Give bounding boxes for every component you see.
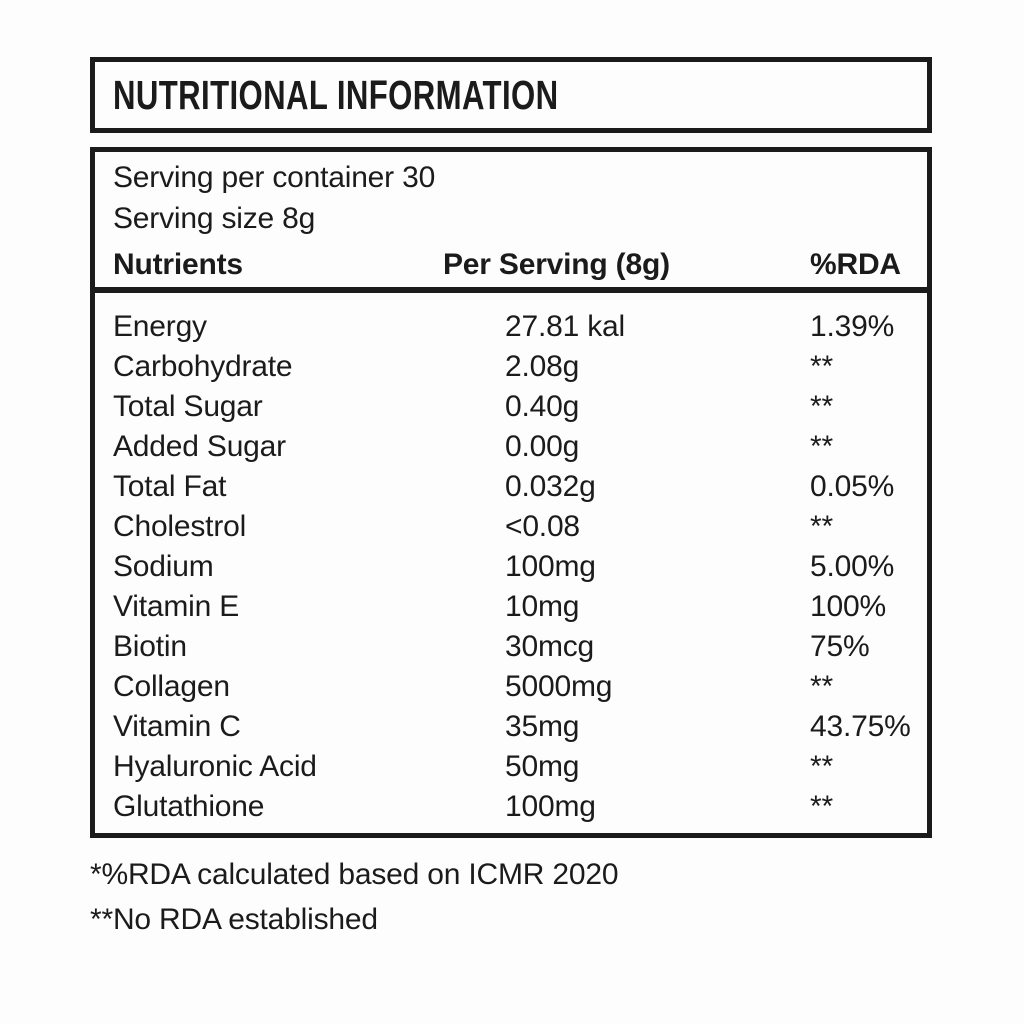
table-row: Vitamin C 35mg 43.75% (95, 707, 927, 747)
nutrient-amount: 50mg (505, 750, 580, 783)
table-row: Total Sugar 0.40g ** (95, 387, 927, 427)
header-nutrients: Nutrients (113, 248, 243, 281)
nutrient-rda: 43.75% (810, 710, 911, 743)
nutrient-rows: Energy 27.81 kal 1.39% Carbohydrate 2.08… (95, 293, 927, 827)
nutrient-rda: ** (810, 510, 833, 543)
table-row: Vitamin E 10mg 100% (95, 587, 927, 627)
serving-per-container: Serving per container 30 (113, 161, 436, 194)
nutrient-name: Added Sugar (113, 430, 286, 463)
nutrient-amount: 35mg (505, 710, 580, 743)
nutrient-amount: 2.08g (505, 350, 580, 383)
nutrient-rda: ** (810, 790, 833, 823)
nutrient-name: Glutathione (113, 790, 265, 823)
nutrient-amount: 10mg (505, 590, 580, 623)
table-row: Carbohydrate 2.08g ** (95, 347, 927, 387)
nutrient-name: Biotin (113, 630, 187, 663)
nutrient-rda: 0.05% (810, 470, 895, 503)
serving-info: Serving per container 30 Serving size 8g (95, 152, 927, 239)
nutrient-amount: 100mg (505, 550, 596, 583)
nutrient-name: Vitamin C (113, 710, 241, 743)
nutrient-amount: 30mcg (505, 630, 595, 663)
nutrient-rda: ** (810, 750, 833, 783)
nutrient-name: Energy (113, 310, 207, 343)
nutrient-name: Collagen (113, 670, 230, 703)
nutrient-rda: ** (810, 670, 833, 703)
nutrient-amount: 0.00g (505, 430, 580, 463)
nutrient-rda: 1.39% (810, 310, 895, 343)
nutrient-rda: 75% (810, 630, 870, 663)
nutrient-name: Cholestrol (113, 510, 247, 543)
header-divider (95, 287, 927, 293)
nutrient-amount: 5000mg (505, 670, 613, 703)
nutrient-rda: 100% (810, 590, 886, 623)
nutrient-amount: 100mg (505, 790, 596, 823)
table-row: Added Sugar 0.00g ** (95, 427, 927, 467)
header-per-serving: Per Serving (8g) (443, 248, 670, 281)
table-row: Glutathione 100mg ** (95, 787, 927, 827)
serving-size: Serving size 8g (113, 202, 316, 235)
nutrient-rda: ** (810, 390, 833, 423)
page-title: NUTRITIONAL INFORMATION (113, 71, 559, 118)
table-row: Total Fat 0.032g 0.05% (95, 467, 927, 507)
table-row: Cholestrol <0.08 ** (95, 507, 927, 547)
header-rda: %RDA (810, 248, 901, 281)
nutrient-rda: ** (810, 430, 833, 463)
nutrient-amount: 0.032g (505, 470, 596, 503)
table-row: Sodium 100mg 5.00% (95, 547, 927, 587)
nutrient-rda: 5.00% (810, 550, 895, 583)
table-row: Collagen 5000mg ** (95, 667, 927, 707)
table-header-row: Nutrients Per Serving (8g) %RDA (95, 243, 927, 287)
nutrient-amount: <0.08 (505, 510, 580, 543)
table-row: Energy 27.81 kal 1.39% (95, 307, 927, 347)
nutrient-name: Sodium (113, 550, 214, 583)
nutrient-name: Vitamin E (113, 590, 240, 623)
nutrient-amount: 27.81 kal (505, 310, 625, 343)
footnotes: *%RDA calculated based on ICMR 2020 **No… (90, 852, 619, 942)
nutrition-table-box: Serving per container 30 Serving size 8g… (90, 147, 932, 838)
nutrient-name: Total Sugar (113, 390, 263, 423)
nutrient-name: Hyaluronic Acid (113, 750, 317, 783)
footnote-no-rda: **No RDA established (90, 903, 378, 936)
nutrient-amount: 0.40g (505, 390, 580, 423)
title-box: NUTRITIONAL INFORMATION (90, 57, 932, 133)
nutrient-name: Carbohydrate (113, 350, 293, 383)
table-row: Hyaluronic Acid 50mg ** (95, 747, 927, 787)
footnote-rda-basis: *%RDA calculated based on ICMR 2020 (90, 858, 619, 891)
table-row: Biotin 30mcg 75% (95, 627, 927, 667)
nutrient-rda: ** (810, 350, 833, 383)
nutrient-name: Total Fat (113, 470, 227, 503)
